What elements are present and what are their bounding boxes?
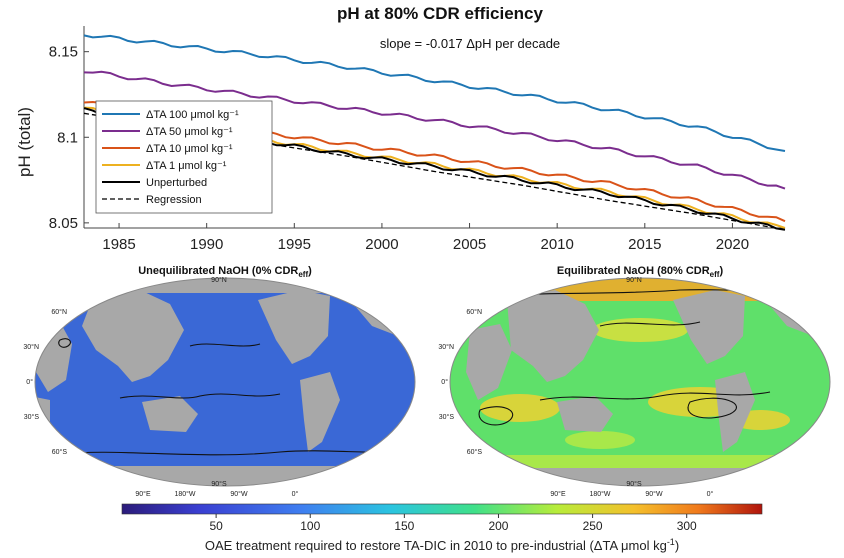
x-tick-label: 1990 xyxy=(190,236,223,253)
lat-label: 30°N xyxy=(438,343,454,351)
colorbar-tick-label: 250 xyxy=(583,519,603,533)
lon-labels-right: 90°E 180°W 90°W 0° xyxy=(550,490,713,498)
lat-label: 30°N xyxy=(23,343,39,351)
lat-label: 90°S xyxy=(211,480,227,488)
legend: ΔTA 100 μmol kg⁻¹ ΔTA 50 μmol kg⁻¹ ΔTA 10 … xyxy=(95,100,273,214)
series-line xyxy=(83,34,786,152)
lon-label: 0° xyxy=(292,490,299,498)
y-tick-label: 8.1 xyxy=(57,129,78,146)
x-tick-label: 2000 xyxy=(365,236,398,253)
lat-label: 30°S xyxy=(24,413,40,421)
x-tick-label: 1995 xyxy=(278,236,311,253)
legend-label: Unperturbed xyxy=(146,177,207,189)
series-line xyxy=(83,112,786,231)
lat-label: 90°N xyxy=(626,276,642,284)
lon-label: 0° xyxy=(707,490,714,498)
lat-label: 60°N xyxy=(51,308,67,316)
legend-label: ΔTA 100 μmol kg⁻¹ xyxy=(146,109,239,121)
lat-label: 0° xyxy=(26,378,33,386)
map-right-title: Equilibrated NaOH (80% CDReff) xyxy=(557,265,724,279)
y-tick-label: 8.05 xyxy=(49,215,78,232)
legend-label: ΔTA 50 μmol kg⁻¹ xyxy=(146,126,233,138)
colorbar-tick-label: 50 xyxy=(209,519,223,533)
lat-label: 60°N xyxy=(466,308,482,316)
legend-box xyxy=(95,100,273,214)
colorbar-gradient xyxy=(121,503,763,515)
lat-label: 60°S xyxy=(467,448,483,456)
x-ticks: 1985 1990 1995 2000 2005 2010 2015 2020 xyxy=(102,223,749,253)
legend-label: ΔTA 1 μmol kg⁻¹ xyxy=(146,160,227,172)
lat-label: 90°S xyxy=(626,480,642,488)
lat-label: 90°N xyxy=(211,276,227,284)
colorbar-tick-label: 300 xyxy=(677,519,697,533)
x-tick-label: 2010 xyxy=(540,236,573,253)
lon-label: 180°W xyxy=(174,490,195,498)
lat-label: 0° xyxy=(441,378,448,386)
lon-label: 90°E xyxy=(135,490,151,498)
legend-label: ΔTA 10 μmol kg⁻¹ xyxy=(146,143,233,155)
map-left-title: Unequilibrated NaOH (0% CDReff) xyxy=(138,265,312,279)
slope-annotation: slope = -0.017 ΔpH per decade xyxy=(380,36,560,51)
series-line xyxy=(83,70,786,190)
chart-title: pH at 80% CDR efficiency xyxy=(337,4,543,23)
colorbar-tick-label: 150 xyxy=(394,519,414,533)
lon-label: 90°E xyxy=(550,490,566,498)
map-equilibrated: Equilibrated NaOH (80% CDReff) xyxy=(438,265,831,498)
x-tick-label: 2015 xyxy=(628,236,661,253)
lon-labels-left: 90°E 180°W 90°W 0° xyxy=(135,490,298,498)
lat-label: 60°S xyxy=(52,448,68,456)
y-ticks: 8.05 8.1 8.15 xyxy=(49,44,89,232)
x-tick-label: 2005 xyxy=(453,236,486,253)
legend-label: Regression xyxy=(146,194,202,206)
lat-label: 30°S xyxy=(439,413,455,421)
lon-label: 180°W xyxy=(589,490,610,498)
lat-labels-left: 90°N 60°N 30°N 0° 30°S 60°S 90°S xyxy=(23,276,227,488)
lon-label: 90°W xyxy=(645,490,663,498)
map-right-frame xyxy=(449,277,831,487)
colorbar-tick-label: 100 xyxy=(300,519,320,533)
lat-labels-right: 90°N 60°N 30°N 0° 30°S 60°S 90°S xyxy=(438,276,642,488)
map-unequilibrated: Unequilibrated NaOH (0% CDReff) 90°N 60°N… xyxy=(23,265,416,498)
x-tick-label: 2020 xyxy=(716,236,749,253)
colorbar-tick-label: 200 xyxy=(488,519,508,533)
map-left-frame xyxy=(34,277,416,487)
colorbar: 50 100 150 200 250 300 OAE treatment required… xyxy=(121,503,763,553)
lon-label: 90°W xyxy=(230,490,248,498)
colorbar-label: OAE treatment required to restore TA-DIC… xyxy=(205,537,679,553)
x-tick-label: 1985 xyxy=(102,236,135,253)
y-axis-label: pH (total) xyxy=(15,107,34,177)
y-tick-label: 8.15 xyxy=(49,44,78,61)
colorbar-ticks: 50 100 150 200 250 300 xyxy=(209,514,697,533)
